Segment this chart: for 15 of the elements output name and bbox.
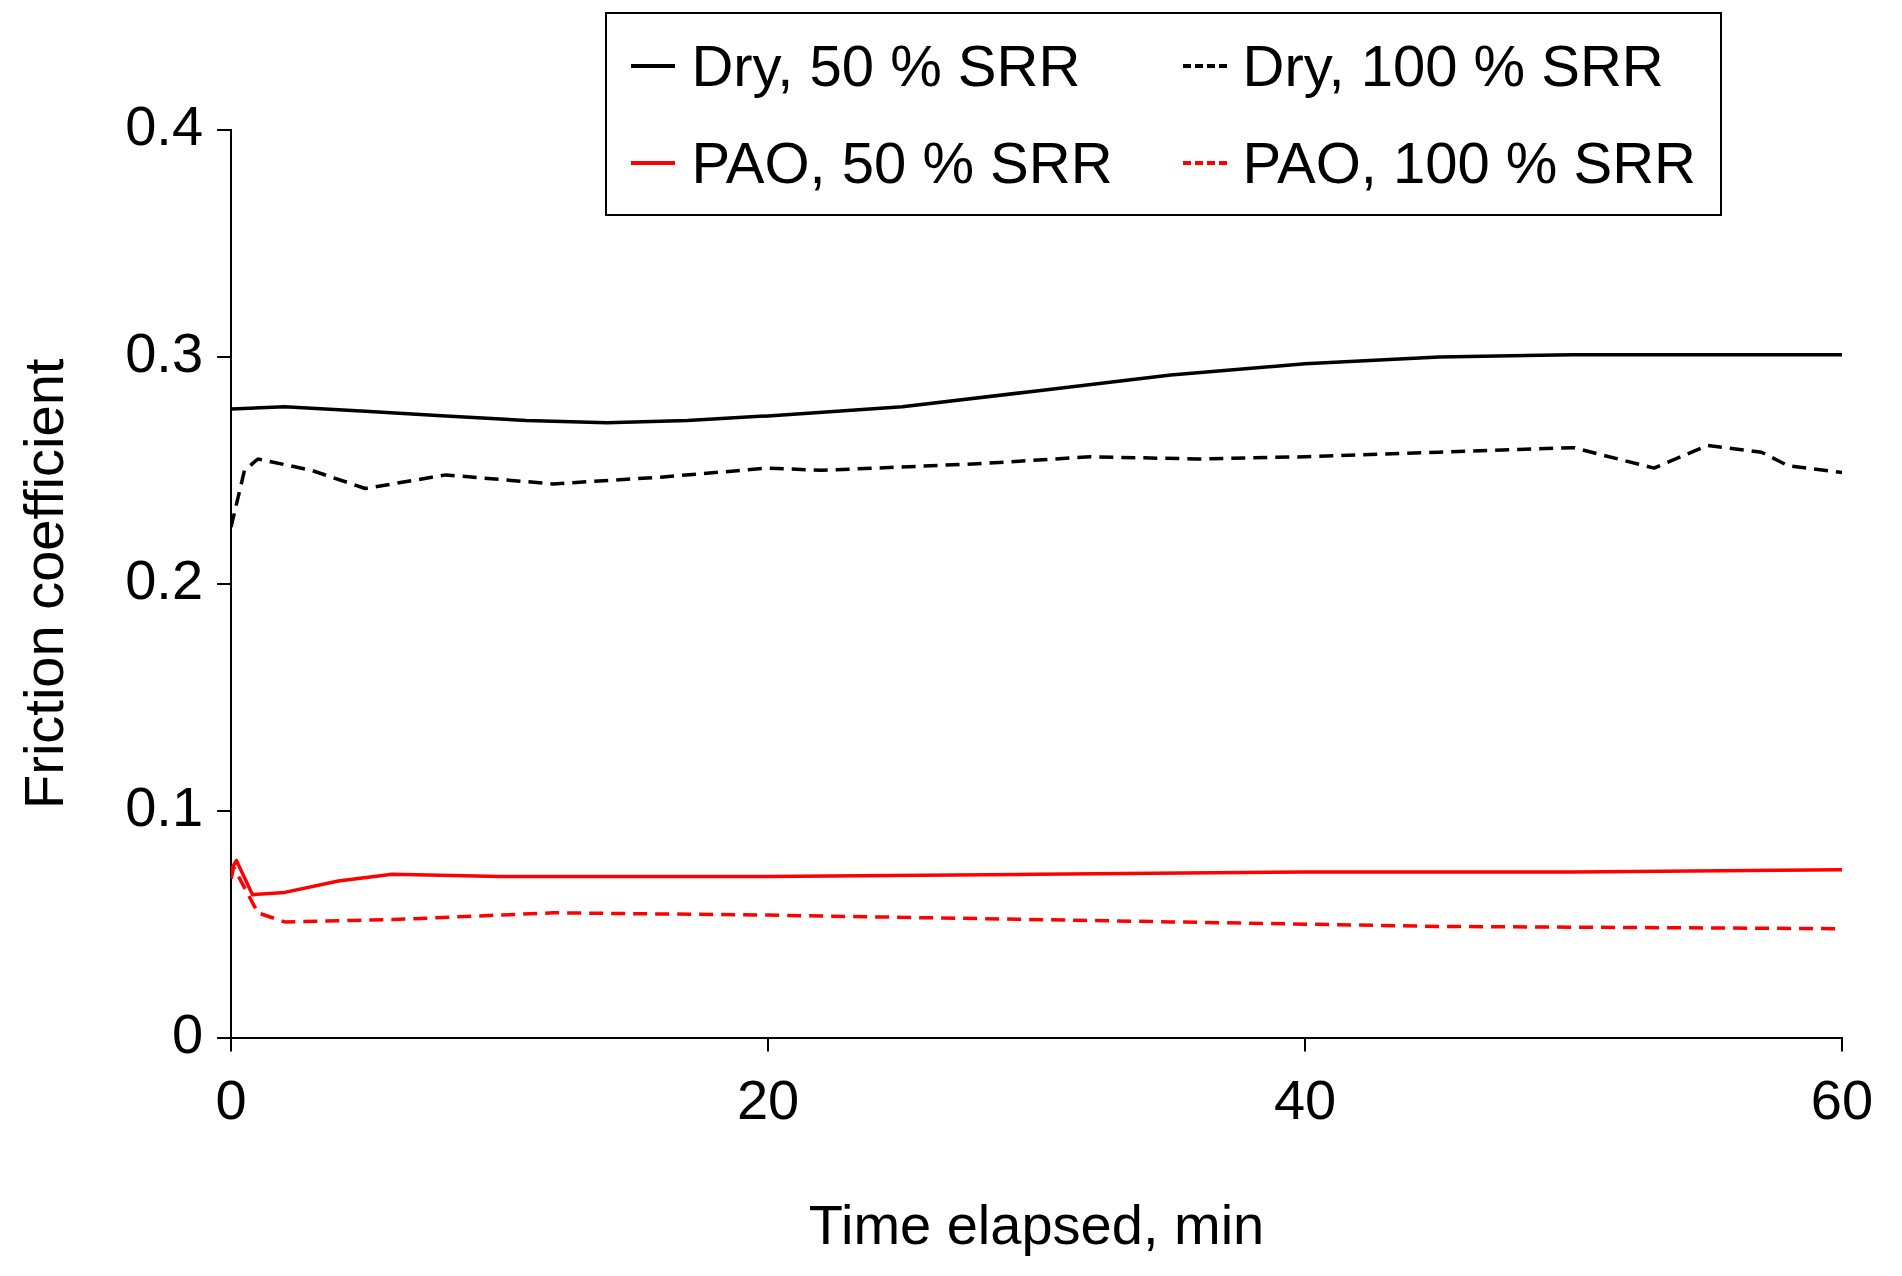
y-tick-label: 0.1: [125, 775, 204, 839]
x-tick-label: 60: [1810, 1067, 1874, 1131]
y-tick-label: 0.4: [125, 94, 204, 158]
y-tick-label: 0: [171, 1002, 204, 1066]
x-tick-label: 20: [736, 1067, 800, 1131]
legend-label: Dry, 50 % SRR: [691, 32, 1081, 99]
legend-label: Dry, 100 % SRR: [1242, 32, 1664, 99]
y-tick-label: 0.2: [125, 548, 204, 612]
legend-label: PAO, 100 % SRR: [1242, 129, 1696, 196]
x-axis-title: Time elapsed, min: [808, 1192, 1265, 1256]
x-tick-label: 0: [215, 1067, 247, 1131]
y-tick-label: 0.3: [125, 321, 204, 385]
legend-label: PAO, 50 % SRR: [691, 129, 1113, 196]
x-tick-label: 40: [1273, 1067, 1337, 1131]
y-axis-title: Friction coefficient: [12, 358, 76, 809]
